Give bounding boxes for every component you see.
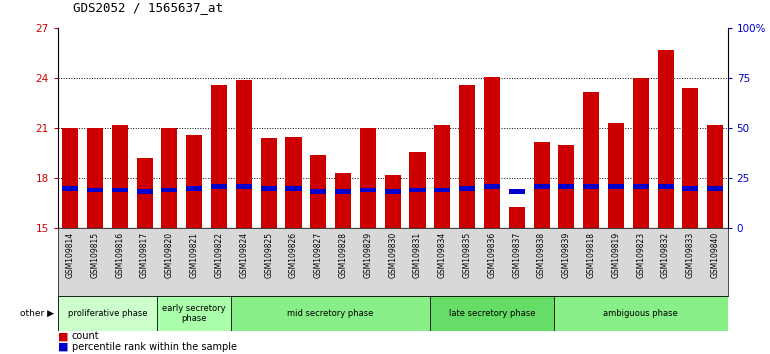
Bar bbox=[707, 186, 723, 191]
Bar bbox=[509, 189, 525, 194]
Bar bbox=[211, 184, 227, 189]
Text: GSM109818: GSM109818 bbox=[587, 232, 596, 278]
Bar bbox=[633, 78, 649, 228]
Text: GSM109833: GSM109833 bbox=[686, 232, 695, 278]
Text: GSM109827: GSM109827 bbox=[313, 232, 323, 278]
Bar bbox=[112, 125, 128, 228]
Bar bbox=[335, 173, 351, 228]
FancyBboxPatch shape bbox=[58, 296, 157, 331]
FancyBboxPatch shape bbox=[430, 296, 554, 331]
Bar bbox=[583, 184, 599, 189]
Bar bbox=[534, 142, 550, 228]
Bar bbox=[583, 92, 599, 228]
Bar bbox=[658, 184, 674, 189]
Bar bbox=[335, 189, 351, 194]
Bar bbox=[236, 184, 252, 189]
Text: GSM109840: GSM109840 bbox=[711, 232, 720, 278]
Bar bbox=[682, 88, 698, 228]
Text: GSM109822: GSM109822 bbox=[215, 232, 223, 278]
Text: ■: ■ bbox=[58, 342, 69, 352]
Bar bbox=[286, 186, 302, 191]
FancyBboxPatch shape bbox=[554, 296, 728, 331]
Text: GDS2052 / 1565637_at: GDS2052 / 1565637_at bbox=[73, 1, 223, 14]
Bar bbox=[608, 184, 624, 189]
Bar bbox=[211, 85, 227, 228]
Text: GSM109820: GSM109820 bbox=[165, 232, 174, 278]
Bar bbox=[484, 184, 500, 189]
Bar bbox=[112, 188, 128, 192]
Bar bbox=[434, 125, 450, 228]
Text: GSM109824: GSM109824 bbox=[239, 232, 249, 278]
Text: GSM109819: GSM109819 bbox=[611, 232, 621, 278]
Bar bbox=[62, 129, 79, 228]
FancyBboxPatch shape bbox=[157, 296, 232, 331]
Text: GSM109825: GSM109825 bbox=[264, 232, 273, 278]
Bar bbox=[534, 184, 550, 189]
Bar bbox=[360, 129, 376, 228]
Bar bbox=[136, 158, 152, 228]
Bar bbox=[236, 80, 252, 228]
Bar bbox=[434, 188, 450, 192]
Bar bbox=[62, 186, 79, 191]
Text: GSM109826: GSM109826 bbox=[289, 232, 298, 278]
Text: GSM109817: GSM109817 bbox=[140, 232, 149, 278]
Bar bbox=[633, 184, 649, 189]
Bar bbox=[459, 85, 475, 228]
Bar bbox=[162, 129, 177, 228]
Bar bbox=[682, 186, 698, 191]
Text: GSM109831: GSM109831 bbox=[413, 232, 422, 278]
Text: GSM109836: GSM109836 bbox=[487, 232, 497, 278]
Bar bbox=[260, 138, 276, 228]
Bar bbox=[707, 125, 723, 228]
Bar bbox=[286, 137, 302, 228]
Text: GSM109837: GSM109837 bbox=[512, 232, 521, 278]
Text: other ▶: other ▶ bbox=[20, 309, 54, 318]
Bar bbox=[558, 184, 574, 189]
Text: GSM109821: GSM109821 bbox=[189, 232, 199, 278]
Text: mid secretory phase: mid secretory phase bbox=[287, 309, 374, 318]
Bar bbox=[385, 175, 400, 228]
Bar bbox=[509, 207, 525, 228]
Bar bbox=[385, 189, 400, 194]
Text: GSM109814: GSM109814 bbox=[65, 232, 75, 278]
Text: GSM109829: GSM109829 bbox=[363, 232, 373, 278]
Bar bbox=[186, 186, 203, 191]
Text: count: count bbox=[72, 331, 99, 341]
Text: GSM109834: GSM109834 bbox=[438, 232, 447, 278]
Bar bbox=[410, 188, 426, 192]
Text: GSM109830: GSM109830 bbox=[388, 232, 397, 278]
Text: GSM109832: GSM109832 bbox=[661, 232, 670, 278]
Text: percentile rank within the sample: percentile rank within the sample bbox=[72, 342, 236, 352]
FancyBboxPatch shape bbox=[232, 296, 430, 331]
Text: proliferative phase: proliferative phase bbox=[68, 309, 147, 318]
Text: ambiguous phase: ambiguous phase bbox=[604, 309, 678, 318]
Bar bbox=[260, 186, 276, 191]
Text: GSM109838: GSM109838 bbox=[537, 232, 546, 278]
Text: GSM109815: GSM109815 bbox=[90, 232, 99, 278]
Bar bbox=[658, 50, 674, 228]
Text: GSM109816: GSM109816 bbox=[116, 232, 124, 278]
Text: GSM109835: GSM109835 bbox=[463, 232, 472, 278]
Text: ■: ■ bbox=[58, 331, 69, 341]
Bar bbox=[360, 188, 376, 192]
Bar bbox=[87, 129, 103, 228]
Bar bbox=[87, 188, 103, 192]
Text: early secretory
phase: early secretory phase bbox=[162, 304, 226, 323]
Bar bbox=[608, 123, 624, 228]
Text: GSM109828: GSM109828 bbox=[339, 232, 347, 278]
Bar bbox=[558, 145, 574, 228]
Text: late secretory phase: late secretory phase bbox=[449, 309, 535, 318]
Bar bbox=[136, 189, 152, 194]
Text: GSM109839: GSM109839 bbox=[562, 232, 571, 278]
Bar bbox=[186, 135, 203, 228]
Bar bbox=[310, 189, 326, 194]
Bar bbox=[484, 77, 500, 228]
Bar bbox=[410, 152, 426, 228]
Text: GSM109823: GSM109823 bbox=[636, 232, 645, 278]
Bar bbox=[162, 188, 177, 192]
Bar bbox=[310, 155, 326, 228]
Bar bbox=[459, 186, 475, 191]
